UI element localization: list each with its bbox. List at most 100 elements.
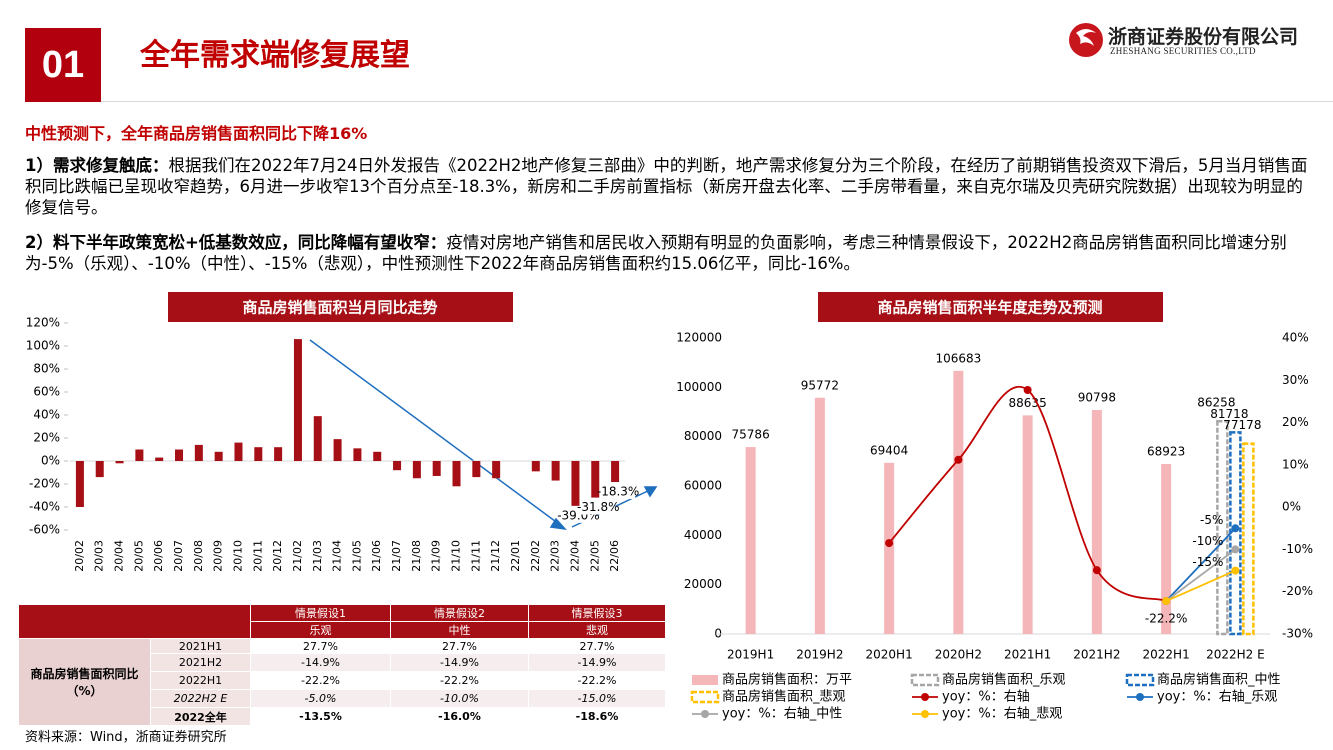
- column-subheader: 悲观: [528, 621, 666, 639]
- bar: [234, 442, 243, 461]
- table-cell: -22.2%: [250, 671, 391, 690]
- x-tick-label: 21/07: [390, 540, 403, 572]
- data-label: 88635: [1009, 396, 1047, 410]
- source-note: 资料来源：Wind，浙商证券研究所: [25, 730, 227, 745]
- legend-swatch: [1125, 673, 1155, 687]
- data-label: 86258: [1197, 396, 1235, 410]
- label-bg: [581, 500, 616, 515]
- x-tick-label: 22/06: [608, 540, 621, 572]
- table-corner: [18, 604, 251, 639]
- row-label: 2022H1: [150, 671, 251, 690]
- x-tick-label: 20/04: [113, 540, 126, 572]
- table-row: 2021H2 -14.9% -14.9% -14.9%: [19, 653, 666, 672]
- table-cell: -14.9%: [390, 653, 529, 672]
- paragraph-text: 疫情对房地产销售和居民收入预期有明显的负面影响，考虑三种情景假设下，2022H2…: [25, 233, 1287, 273]
- data-label: 95772: [801, 378, 839, 392]
- legend-swatch: [921, 710, 929, 718]
- data-label: 90798: [1078, 391, 1116, 405]
- legend-label: 商品房销售面积_乐观: [942, 672, 1066, 688]
- bar: [1091, 410, 1102, 634]
- table-cell: -14.9%: [250, 653, 391, 672]
- x-tick-label: 2020H2: [935, 648, 982, 662]
- data-label: 69404: [870, 443, 908, 457]
- x-tick-label: 21/11: [469, 540, 482, 572]
- y2-tick-label: -20%: [1282, 584, 1313, 598]
- line-marker: [885, 539, 894, 548]
- bar: [373, 451, 382, 461]
- line-marker: [1092, 566, 1101, 575]
- bar: [214, 451, 223, 461]
- x-tick-label: 2021H2: [1073, 648, 1120, 662]
- bar: [1161, 463, 1172, 634]
- paragraph: 2）料下半年政策宽松+低基数效应，同比降幅有望收窄：疫情对房地产销售和居民收入预…: [25, 232, 1315, 274]
- logo-icon: [1069, 23, 1103, 57]
- y-tick-label: 0%: [41, 454, 60, 468]
- header-rule: [101, 101, 1333, 102]
- x-tick-label: 20/12: [271, 540, 284, 572]
- y-tick-label: 120000: [676, 331, 722, 345]
- x-tick-label: 21/08: [410, 540, 423, 572]
- table-cell: -18.6%: [528, 707, 666, 726]
- chart-title: 商品房销售面积半年度走势及预测: [877, 299, 1102, 317]
- x-tick-label: 20/02: [73, 540, 86, 572]
- x-tick-label: 21/02: [291, 540, 304, 572]
- legend-label: 商品房销售面积_悲观: [722, 689, 846, 705]
- y-tick-label: 100000: [676, 380, 722, 394]
- data-label: 75786: [732, 428, 770, 442]
- x-tick-label: 22/02: [529, 540, 542, 572]
- bar: [531, 461, 540, 472]
- section-number: 01: [25, 28, 101, 102]
- y-tick-label: 20%: [33, 431, 60, 445]
- logo-name: 浙商证券股份有限公司: [1108, 26, 1299, 48]
- data-label: -31.8%: [577, 500, 619, 514]
- table-cell: 27.7%: [250, 638, 391, 654]
- bar: [293, 339, 302, 461]
- x-tick-label: 20/06: [152, 540, 165, 572]
- bar: [274, 447, 283, 461]
- subtitle: 中性预测下，全年商品房销售面积同比下降16%: [25, 124, 368, 143]
- line-marker: [1023, 386, 1032, 395]
- bar: [472, 461, 481, 478]
- y-tick-label: 80000: [684, 429, 722, 443]
- bar: [135, 449, 144, 461]
- bar: [412, 461, 421, 479]
- legend-label: yoy：%：右轴_中性: [722, 707, 842, 722]
- y-tick-label: -40%: [29, 500, 60, 514]
- x-tick-label: 2019H1: [727, 648, 774, 662]
- table-cell: -13.5%: [250, 707, 391, 726]
- legend-swatch: [1136, 693, 1144, 701]
- table-row: 情景假设1 情景假设2 情景假设3: [18, 604, 666, 639]
- legend-label: yoy：%：右轴_乐观: [1157, 690, 1277, 705]
- bar: [884, 462, 895, 634]
- y2-tick-label: 10%: [1282, 457, 1309, 471]
- x-tick-label: 20/08: [192, 540, 205, 572]
- bar: [1242, 442, 1255, 636]
- line: [1165, 527, 1237, 602]
- column-header: 情景假设2: [390, 604, 529, 622]
- data-label: 81718: [1210, 407, 1248, 421]
- table-row: 2022全年 -13.5% -16.0% -18.6%: [19, 707, 666, 726]
- x-tick-label: 21/10: [450, 540, 463, 572]
- bar: [393, 461, 402, 471]
- paragraph-lead: 2）料下半年政策宽松+低基数效应，同比降幅有望收窄：: [25, 233, 447, 252]
- x-tick-label: 2022H2 E: [1206, 648, 1265, 662]
- x-tick-label: 20/10: [231, 540, 244, 572]
- table-cell: -15.0%: [528, 689, 666, 708]
- bar: [611, 461, 620, 483]
- table-cell: 27.7%: [390, 638, 529, 654]
- row-label: 2021H1: [150, 638, 251, 654]
- legend-label: yoy：%：右轴: [942, 690, 1030, 705]
- x-tick-label: 20/09: [212, 540, 225, 572]
- section-title: 全年需求端修复展望: [140, 38, 410, 73]
- bar: [571, 461, 580, 506]
- column-subheader: 中性: [390, 621, 529, 639]
- bar: [254, 447, 263, 461]
- column-header: 情景假设1: [250, 604, 391, 622]
- table-cell: -14.9%: [528, 653, 666, 672]
- row-label: 2021H2: [150, 653, 251, 672]
- bar: [115, 461, 124, 464]
- data-label: 106683: [935, 351, 981, 365]
- y-tick-label: -60%: [29, 523, 60, 537]
